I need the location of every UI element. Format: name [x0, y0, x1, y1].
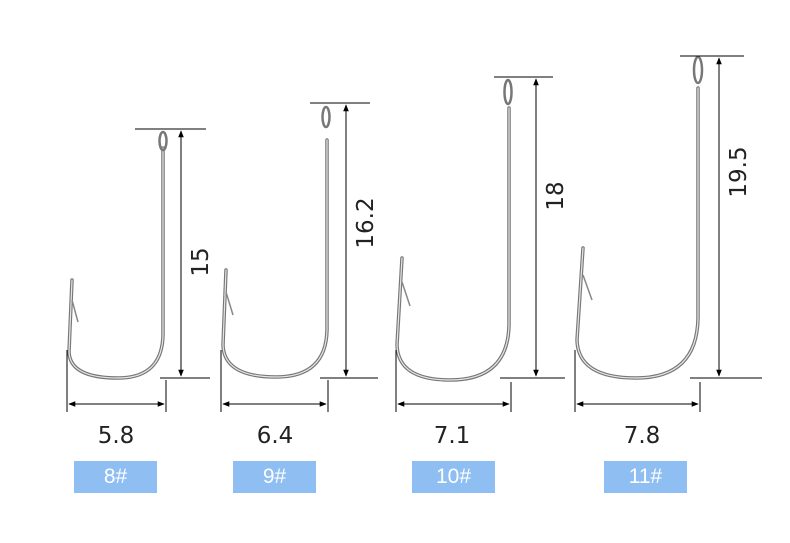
hook-11: 19.5 7.8	[574, 55, 762, 449]
size-badge-8: 8#	[74, 461, 157, 493]
hook-8: 15 5.8	[66, 128, 214, 449]
hook-9-eye	[321, 105, 331, 129]
size-badge-9: 9#	[233, 461, 316, 493]
size-badge-11: 11#	[604, 461, 687, 493]
hook-11-width-label: 7.8	[624, 423, 661, 449]
hook-9-length-label: 16.2	[353, 197, 379, 248]
size-badge-10: 10#	[412, 461, 495, 493]
hook-10: 18 7.1	[395, 76, 569, 449]
hook-9: 16.2 6.4	[220, 102, 379, 449]
hook-11-length-label: 19.5	[726, 146, 752, 197]
hook-11-shape	[575, 86, 700, 380]
hook-11-eye	[692, 55, 704, 85]
hook-10-eye	[503, 78, 513, 106]
hook-8-shape	[67, 146, 165, 380]
hook-10-width-label: 7.1	[434, 423, 471, 449]
hook-9-shape	[221, 138, 329, 379]
hook-8-length-label: 15	[188, 247, 214, 276]
hook-8-eye	[158, 130, 168, 152]
hook-10-shape	[395, 106, 511, 382]
hook-9-width-label: 6.4	[257, 423, 294, 449]
hook-8-width-label: 5.8	[98, 423, 135, 449]
hook-10-length-label: 18	[543, 181, 569, 210]
